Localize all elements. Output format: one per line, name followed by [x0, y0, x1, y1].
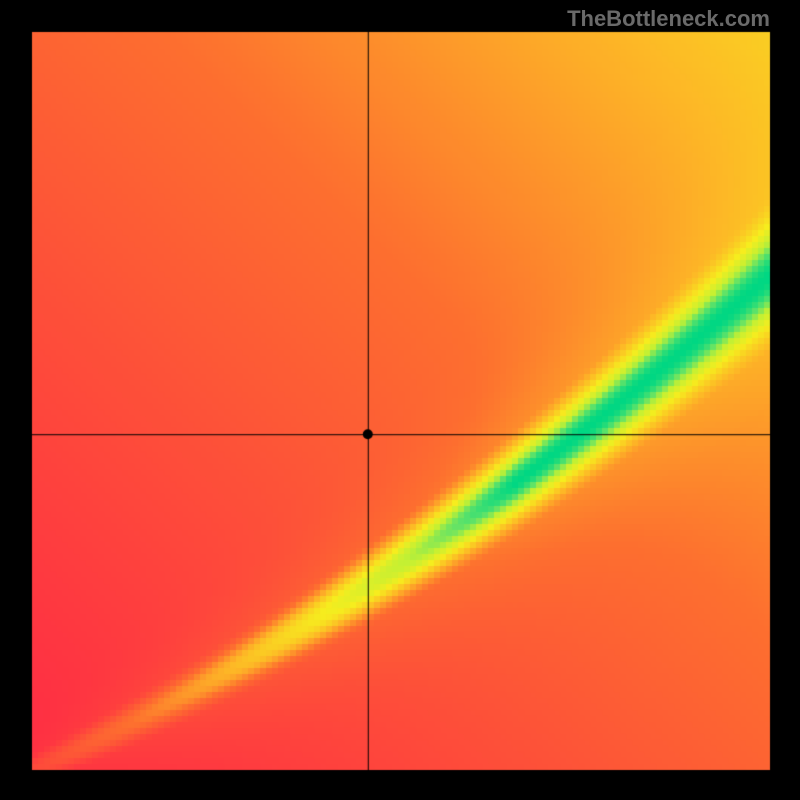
watermark-text: TheBottleneck.com [567, 6, 770, 32]
chart-container: TheBottleneck.com [0, 0, 800, 800]
heatmap-canvas [0, 0, 800, 800]
